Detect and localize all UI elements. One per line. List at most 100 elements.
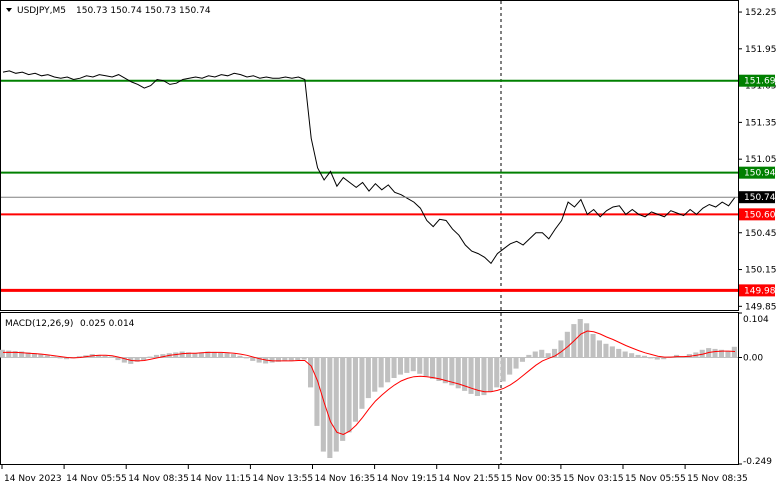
macd-bar [532,351,538,358]
macd-signal-line [3,330,736,436]
macd-bar [365,357,371,399]
macd-bar [256,357,262,363]
macd-bar [526,354,532,358]
macd-bar [76,356,82,358]
level-label-150.94: 150.94 [744,169,776,179]
macd-bar [417,357,423,374]
macd-bar [44,355,50,358]
macd-tick-label: -0.249 [743,457,772,467]
macd-bar [0,349,5,358]
macd-bar [230,354,236,358]
macd-bar [352,357,358,422]
macd-bar [539,349,545,358]
macd-bar [500,357,506,382]
time-tick-label: 15 Nov 05:55 [625,474,686,484]
macd-bar [263,357,269,364]
macd-bar [282,357,288,361]
level-labels: 151.69 150.94 150.60 149.98 150.74 [739,74,776,297]
macd-bar [359,357,365,409]
macd-bar [327,357,333,458]
macd-bar [186,352,192,358]
level-label-150.60-box [739,208,775,221]
time-tick-label: 15 Nov 08:35 [687,474,748,484]
macd-bar [423,357,429,377]
level-label-150.60: 150.60 [744,210,776,220]
macd-bar [584,323,590,358]
price-tick-label: 149.85 [745,302,777,312]
macd-bar [455,357,461,389]
macd-bar [552,348,558,358]
macd-bar [198,352,204,358]
price-axis: 152.25151.95151.65151.35151.05150.45150.… [738,8,777,312]
price-series-line [2,70,736,265]
macd-bar [629,353,635,358]
macd-bar [314,357,320,426]
macd-bar [275,357,281,362]
macd-bar [410,357,416,372]
time-tick-label: 15 Nov 03:15 [563,474,624,484]
time-axis: 14 Nov 2023 14 Nov 05:55 14 Nov 08:35 14 No… [1,464,748,484]
current-price-label-box [739,191,775,204]
time-tick-label: 14 Nov 2023 [4,474,62,484]
macd-bar [134,357,140,362]
macd-axis: 0.104 0.00 -0.249 [738,312,772,467]
macd-bar [487,357,493,392]
macd-bar [481,357,487,396]
menu-triangle-icon[interactable] [6,8,12,12]
macd-bar [391,357,397,378]
time-tick-label: 14 Nov 16:35 [315,474,376,484]
macd-bar [320,357,326,452]
time-tick-label: 14 Nov 19:15 [377,474,438,484]
macd-bar [731,346,737,358]
macd-bar [596,340,602,358]
macd-bar [115,357,121,361]
macd-values: 0.025 0.014 [80,319,135,329]
macd-bar [474,357,480,396]
macd-bar [295,357,301,361]
time-tick-label: 14 Nov 08:35 [128,474,189,484]
macd-bar [397,357,403,375]
macd-bar [404,357,410,373]
macd-bar [12,351,18,358]
current-price-label: 150.74 [744,193,776,203]
macd-title: MACD(12,26,9) [5,319,73,329]
macd-bar [192,353,198,358]
macd-histogram [0,319,737,458]
price-tick-label: 152.25 [745,8,777,18]
macd-bar [25,352,31,358]
macd-bar [468,357,474,394]
macd-bar [153,354,159,358]
macd-bar [616,348,622,358]
macd-bar [179,351,185,358]
macd-bar [64,357,70,360]
price-tick-label: 151.95 [745,45,777,55]
macd-bar [564,331,570,358]
macd-bar [96,354,102,358]
macd-bar [141,357,147,361]
macd-bar [346,357,352,433]
macd-bar [513,357,519,369]
macd-bar [269,357,275,363]
macd-bar [442,357,448,384]
macd-bar [308,357,314,388]
macd-bar [494,357,500,388]
macd-bar [507,357,513,375]
macd-bar [288,357,294,361]
macd-bar [218,352,224,358]
macd-bar [654,357,660,360]
price-tick-label: 151.05 [745,155,777,165]
macd-bar [590,334,596,358]
level-label-151.69: 151.69 [744,77,776,87]
macd-bar [6,350,12,358]
price-levels [1,79,738,292]
macd-bar [577,319,583,358]
time-tick-label: 15 Nov 00:35 [501,474,562,484]
macd-bar [237,355,243,358]
macd-bar [449,357,455,386]
macd-bar [430,357,436,379]
macd-bar [372,357,378,392]
macd-bar [603,343,609,358]
macd-bar [121,357,127,363]
macd-tick-label: 0.104 [743,315,769,325]
